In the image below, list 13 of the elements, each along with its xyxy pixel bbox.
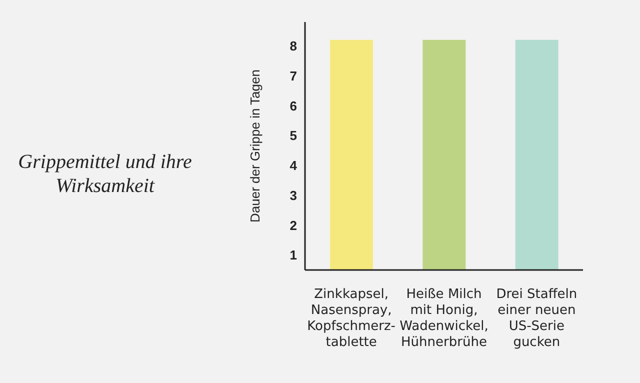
y-tick-label: 3	[290, 188, 297, 203]
x-tick-label: Heiße Milch mit Honig, Wadenwickel, Hühnerbrühe	[400, 287, 488, 350]
y-tick-label: 5	[290, 128, 297, 144]
x-tick-label: Zinkkapsel, Nasenspray, Kopfschmerz- tablette	[307, 287, 396, 350]
y-tick-label: 2	[290, 218, 297, 233]
y-tick-label: 7	[290, 68, 297, 84]
y-tick-label: 8	[290, 38, 297, 54]
text: Grippemittel und ihre Wirksamkeit	[17, 150, 193, 198]
y-tick-label: 6	[290, 98, 297, 114]
y-axis-title: Dauer der Grippe in Tagen	[248, 70, 263, 222]
y-tick-label: 1	[290, 248, 297, 263]
x-tick-label: Drei Staffeln einer neuen US-Serie gucken	[496, 287, 578, 350]
y-tick-label: 4	[290, 158, 298, 174]
